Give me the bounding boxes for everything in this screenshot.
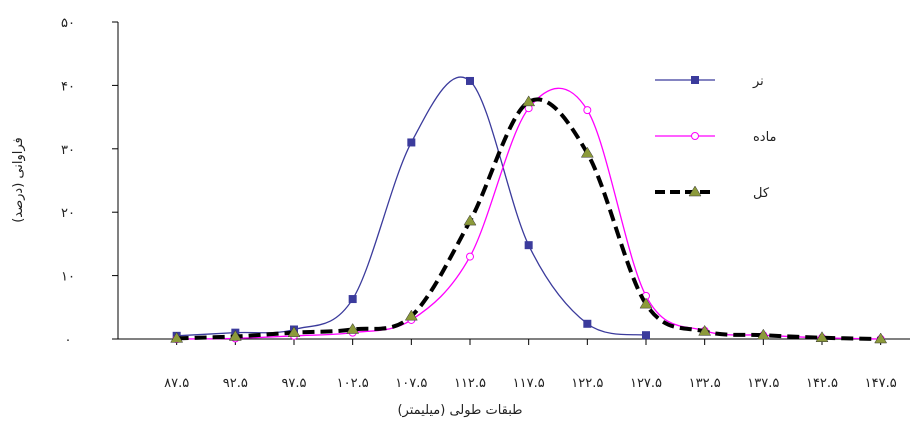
- legend-marker: [691, 132, 699, 140]
- series-line: [176, 97, 881, 341]
- y-tick-label: ۰: [65, 333, 72, 348]
- x-tick-label: ۱۲۲.۵: [571, 376, 603, 391]
- x-tick-label: ۱۴۷.۵: [865, 376, 897, 391]
- data-point: [583, 106, 592, 115]
- legend-label: ماده: [753, 130, 777, 145]
- y-tick-label: ۳۰: [61, 143, 75, 158]
- data-point: [642, 331, 650, 340]
- data-point: [346, 323, 360, 334]
- data-point: [404, 309, 418, 321]
- data-point: [228, 329, 242, 341]
- legend-marker: [691, 76, 699, 84]
- data-point: [463, 214, 477, 226]
- data-point: [698, 324, 712, 336]
- data-point: [639, 297, 653, 309]
- x-tick-label: ۹۷.۵: [281, 376, 306, 391]
- data-point: [522, 95, 536, 107]
- x-tick-label: ۸۷.۵: [164, 376, 189, 391]
- data-point: [348, 295, 357, 304]
- data-point: [524, 241, 533, 250]
- data-point: [874, 332, 888, 344]
- x-axis-label: طبقات طولی (میلیمتر): [397, 403, 522, 418]
- data-point: [466, 76, 474, 85]
- y-tick-label: ۵۰: [61, 16, 75, 31]
- x-tick-label: ۱۴۲.۵: [806, 376, 838, 391]
- legend-marker: [688, 185, 702, 197]
- data-point: [170, 331, 184, 343]
- x-tick-label: ۱۳۷.۵: [747, 376, 779, 391]
- x-tick-label: ۱۱۷.۵: [513, 376, 545, 391]
- data-point: [815, 331, 829, 342]
- data-point: [407, 138, 416, 147]
- series-line: [176, 87, 881, 340]
- data-point: [583, 319, 592, 328]
- x-tick-label: ۱۰۲.۵: [337, 376, 369, 391]
- y-axis-label: فراوانی (درصد): [11, 137, 26, 223]
- x-tick-label: ۱۱۲.۵: [454, 376, 486, 391]
- x-tick-label: ۱۲۷.۵: [630, 376, 662, 391]
- y-tick-label: ۴۰: [61, 79, 75, 94]
- x-tick-label: ۱۳۲.۵: [689, 376, 721, 391]
- x-tick-label: ۱۰۷.۵: [395, 376, 427, 391]
- data-point: [580, 146, 594, 158]
- y-tick-label: ۱۰: [61, 270, 75, 285]
- legend-label: نر: [752, 74, 764, 89]
- series-line: [176, 76, 647, 337]
- y-tick-label: ۲۰: [61, 206, 75, 221]
- data-point: [287, 326, 301, 337]
- legend-label: کل: [753, 186, 770, 201]
- data-point: [756, 328, 770, 340]
- data-point: [466, 252, 474, 261]
- x-tick-label: ۹۲.۵: [223, 376, 248, 391]
